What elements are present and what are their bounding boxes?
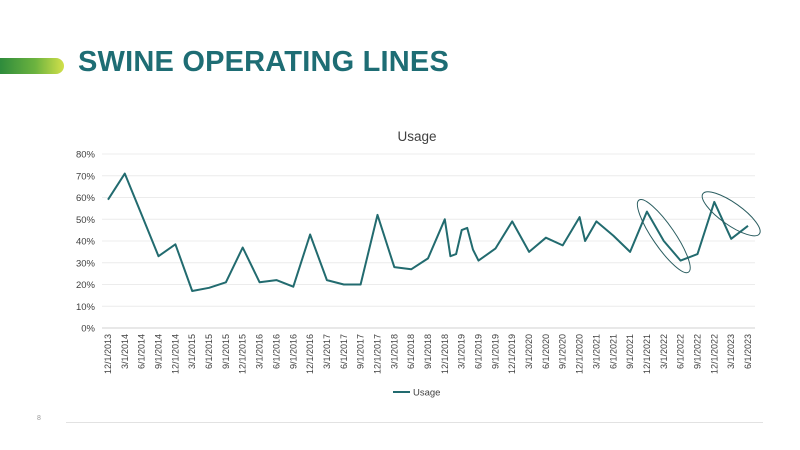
legend-label-usage: Usage <box>413 388 440 399</box>
y-tick-label: 50% <box>76 215 96 226</box>
series-line-usage <box>107 172 749 292</box>
x-tick-label: 12/1/2021 <box>642 334 652 374</box>
y-tick-label: 20% <box>76 280 96 291</box>
x-tick-label: 6/1/2017 <box>339 334 349 369</box>
x-tick-label: 9/1/2021 <box>625 334 635 369</box>
chart-title: Usage <box>397 129 436 144</box>
x-tick-label: 3/1/2020 <box>524 334 534 369</box>
x-tick-label: 12/1/2020 <box>575 334 585 374</box>
x-tick-label: 6/1/2018 <box>406 334 416 369</box>
x-tick-label: 3/1/2014 <box>120 334 130 369</box>
x-tick-label: 6/1/2022 <box>676 334 686 369</box>
y-tick-label: 70% <box>76 171 96 182</box>
x-tick-label: 6/1/2019 <box>474 334 484 369</box>
x-tick-label: 9/1/2020 <box>558 334 568 369</box>
annotation-group <box>636 191 761 274</box>
footer-divider <box>66 422 763 423</box>
x-tick-label: 3/1/2018 <box>389 334 399 369</box>
y-tick-label: 10% <box>76 302 96 313</box>
y-tick-label: 0% <box>81 324 95 335</box>
x-tick-label: 6/1/2021 <box>608 334 618 369</box>
x-tick-label: 6/1/2015 <box>204 334 214 369</box>
x-tick-label: 9/1/2015 <box>221 334 231 369</box>
x-tick-label: 3/1/2016 <box>255 334 265 369</box>
x-tick-label: 12/1/2017 <box>372 334 382 374</box>
legend: Usage <box>393 388 440 399</box>
y-tick-label: 40% <box>76 237 96 248</box>
x-tick-label: 3/1/2022 <box>659 334 669 369</box>
x-tick-label: 6/1/2023 <box>743 334 753 369</box>
x-tick-label: 9/1/2016 <box>288 334 298 369</box>
x-tick-label: 3/1/2019 <box>457 334 467 369</box>
y-tick-label: 60% <box>76 193 96 204</box>
x-tick-label: 6/1/2016 <box>271 334 281 369</box>
gridlines <box>102 153 755 329</box>
y-tick-label: 80% <box>76 150 96 161</box>
x-tick-label: 9/1/2018 <box>423 334 433 369</box>
x-tick-label: 12/1/2013 <box>103 334 113 374</box>
x-tick-label: 12/1/2016 <box>305 334 315 374</box>
x-tick-label: 3/1/2023 <box>726 334 736 369</box>
x-tick-label: 3/1/2017 <box>322 334 332 369</box>
x-tick-label: 9/1/2019 <box>490 334 500 369</box>
x-tick-label: 3/1/2021 <box>591 334 601 369</box>
title-accent-bar <box>0 58 64 74</box>
x-tick-label: 9/1/2022 <box>692 334 702 369</box>
x-tick-label: 6/1/2020 <box>541 334 551 369</box>
x-tick-label: 9/1/2017 <box>356 334 366 369</box>
x-tick-label: 12/1/2014 <box>170 334 180 374</box>
series-group <box>107 172 749 292</box>
x-tick-label: 3/1/2015 <box>187 334 197 369</box>
x-axis-ticks: 12/1/2013 3/1/2014 6/1/2014 9/1/2014 12/1/20… <box>103 334 753 374</box>
page-number: 8 <box>37 415 41 422</box>
x-tick-label: 12/1/2022 <box>709 334 719 374</box>
y-axis-ticks: 0% 10% 20% 30% 40% 50% 60% 70% 80% <box>76 150 96 335</box>
x-tick-label: 9/1/2014 <box>154 334 164 369</box>
y-tick-label: 30% <box>76 258 96 269</box>
x-tick-label: 12/1/2019 <box>507 334 517 374</box>
x-tick-label: 6/1/2014 <box>137 334 147 369</box>
x-tick-label: 12/1/2018 <box>440 334 450 374</box>
highlight-ellipse-2 <box>701 191 761 237</box>
highlight-ellipse-1 <box>636 199 691 274</box>
x-tick-label: 12/1/2015 <box>238 334 248 374</box>
slide-title: SWINE OPERATING LINES <box>78 46 450 78</box>
